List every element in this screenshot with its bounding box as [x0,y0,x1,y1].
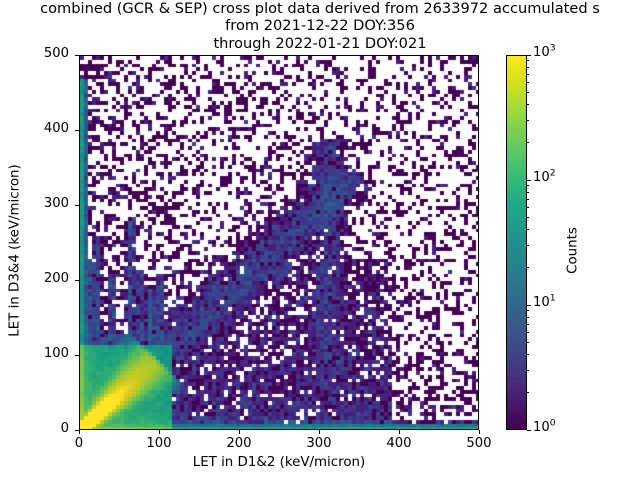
colorbar-minor-tick-mark [527,73,530,75]
x-tick-mark [398,430,400,434]
x-tick-mark [158,430,160,434]
colorbar-minor-tick-mark [527,332,530,334]
y-axis-label: LET in D3&4 (keV/micron) [6,55,24,430]
y-tick-mark [75,279,79,281]
colorbar-tick-mark [527,179,531,181]
x-tick-label: 100 [146,436,172,451]
y-tick-mark [75,129,79,131]
x-tick-label: 0 [74,436,84,451]
colorbar-minor-tick-mark [527,191,530,193]
colorbar-tick-label: 101 [533,292,556,310]
x-tick-mark [318,430,320,434]
x-tick-mark [238,430,240,434]
colorbar-tick-label: 100 [533,417,556,435]
colorbar-tick-mark [527,54,531,56]
colorbar-tick-label: 103 [533,42,556,60]
chart-title-line-3: through 2022-01-21 DOY:021 [213,34,427,52]
colorbar-minor-tick-mark [527,323,530,325]
chart-title: combined (GCR & SEP) cross plot data der… [0,0,640,52]
colorbar-minor-tick-mark [527,198,530,200]
y-tick-label: 200 [43,271,69,286]
colorbar-minor-tick-mark [527,66,530,68]
y-tick-mark [75,354,79,356]
colorbar-label: Counts [562,55,581,430]
x-tick-label: 200 [226,436,252,451]
colorbar-minor-tick-mark [527,92,530,94]
y-tick-label: 300 [43,196,69,211]
chart-title-line-1: combined (GCR & SEP) cross plot data der… [40,0,600,17]
x-tick-mark [78,430,80,434]
x-tick-mark [478,430,480,434]
colorbar-minor-tick-mark [527,391,530,393]
colorbar-minor-tick-mark [527,141,530,143]
colorbar-minor-tick-mark [527,119,530,121]
colorbar-tick-mark [527,304,531,306]
colorbar-tick-label: 102 [533,167,556,185]
x-tick-label: 500 [466,436,492,451]
x-tick-label: 400 [386,436,412,451]
y-axis-label-text: LET in D3&4 (keV/micron) [7,163,23,337]
colorbar-minor-tick-mark [527,310,530,312]
colorbar-minor-tick-mark [527,244,530,246]
colorbar-minor-tick-mark [527,229,530,231]
y-tick-mark [75,429,79,431]
y-tick-label: 500 [43,46,69,61]
y-tick-label: 100 [43,346,69,361]
colorbar-minor-tick-mark [527,217,530,219]
colorbar-minor-tick-mark [527,354,530,356]
colorbar-minor-tick-mark [527,207,530,209]
density-scatter-plot [80,56,478,429]
y-tick-label: 0 [60,421,69,436]
colorbar-minor-tick-mark [527,82,530,84]
colorbar-minor-tick-mark [527,369,530,371]
x-axis-label: LET in D1&2 (keV/micron) [192,455,366,470]
y-tick-mark [75,204,79,206]
colorbar-label-text: Counts [565,226,581,274]
y-tick-label: 400 [43,121,69,136]
colorbar-minor-tick-mark [527,185,530,187]
plot-area [79,55,479,430]
chart-title-line-2: from 2021-12-22 DOY:356 [225,17,415,35]
colorbar-minor-tick-mark [527,266,530,268]
colorbar-minor-tick-mark [527,342,530,344]
colorbar-minor-tick-mark [527,316,530,318]
colorbar-minor-tick-mark [527,104,530,106]
colorbar-tick-mark [527,429,531,431]
colorbar [506,55,527,430]
y-tick-mark [75,54,79,56]
colorbar-minor-tick-mark [527,60,530,62]
x-tick-label: 300 [306,436,332,451]
